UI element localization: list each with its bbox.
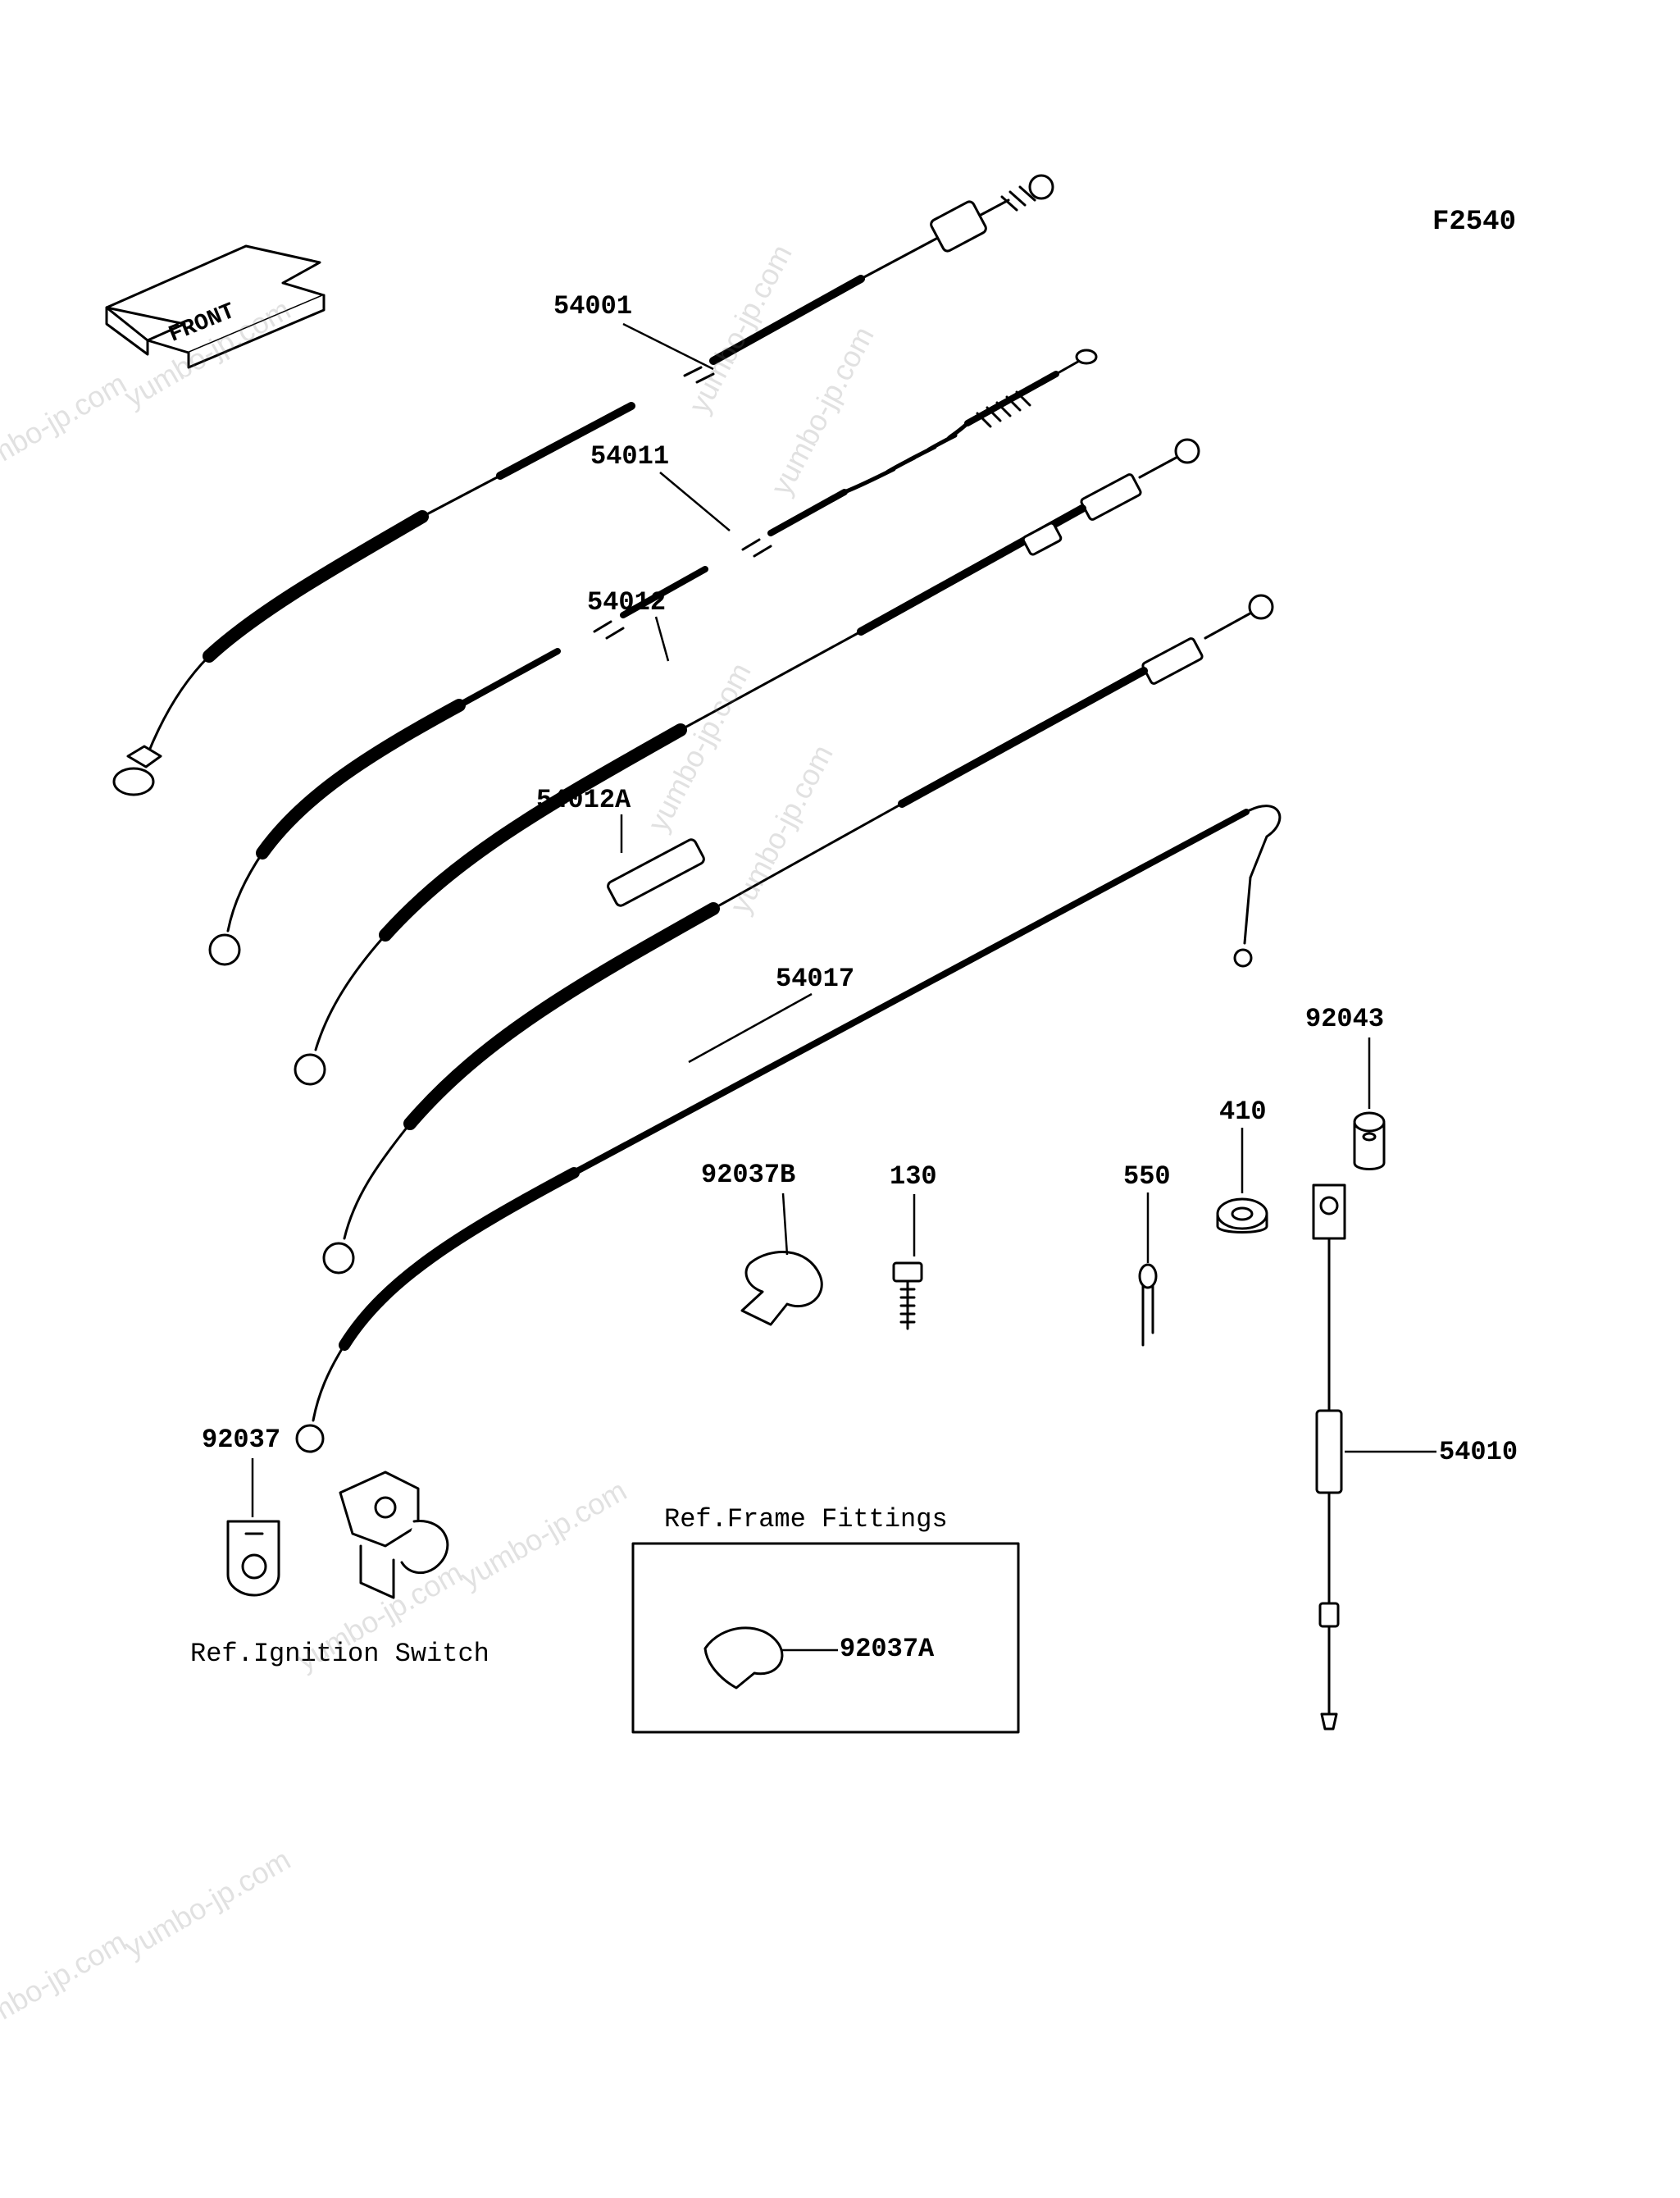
- callout-54011: 54011: [590, 441, 669, 472]
- washer-410: [1218, 1199, 1267, 1233]
- callout-54012a: 54012A: [536, 785, 631, 815]
- callout-92037: 92037: [202, 1425, 280, 1455]
- bolt-130: [894, 1263, 922, 1329]
- callout-54012: 54012: [587, 587, 666, 618]
- cable-54017: [297, 806, 1280, 1452]
- callout-410: 410: [1219, 1097, 1267, 1127]
- parts-diagram: FRONT: [0, 0, 1680, 2198]
- callout-92037b: 92037B: [701, 1160, 795, 1190]
- callout-54001: 54001: [553, 291, 632, 321]
- page-code: F2540: [1432, 207, 1516, 238]
- front-arrow-icon: FRONT: [107, 246, 324, 367]
- rod-54010: [1313, 1185, 1345, 1729]
- callout-550: 550: [1123, 1161, 1171, 1192]
- ignition-bracket-ref: [340, 1472, 448, 1598]
- pin-92043: [1354, 1113, 1384, 1170]
- callout-92037a: 92037A: [840, 1634, 934, 1664]
- clamp-92037: [228, 1521, 279, 1595]
- callout-130: 130: [890, 1161, 937, 1192]
- cotter-pin-550: [1140, 1265, 1156, 1345]
- ref-ignition-switch: Ref.Ignition Switch: [190, 1639, 489, 1669]
- callout-54017: 54017: [776, 964, 854, 994]
- schematic-svg: FRONT: [0, 0, 1680, 2198]
- callout-92043: 92043: [1305, 1004, 1384, 1034]
- clip-92037b: [742, 1252, 822, 1325]
- clip-92037a: [705, 1628, 782, 1688]
- callout-54010: 54010: [1439, 1437, 1518, 1467]
- cable-54012: [295, 440, 1199, 1084]
- ref-frame-fittings: Ref.Frame Fittings: [664, 1504, 948, 1534]
